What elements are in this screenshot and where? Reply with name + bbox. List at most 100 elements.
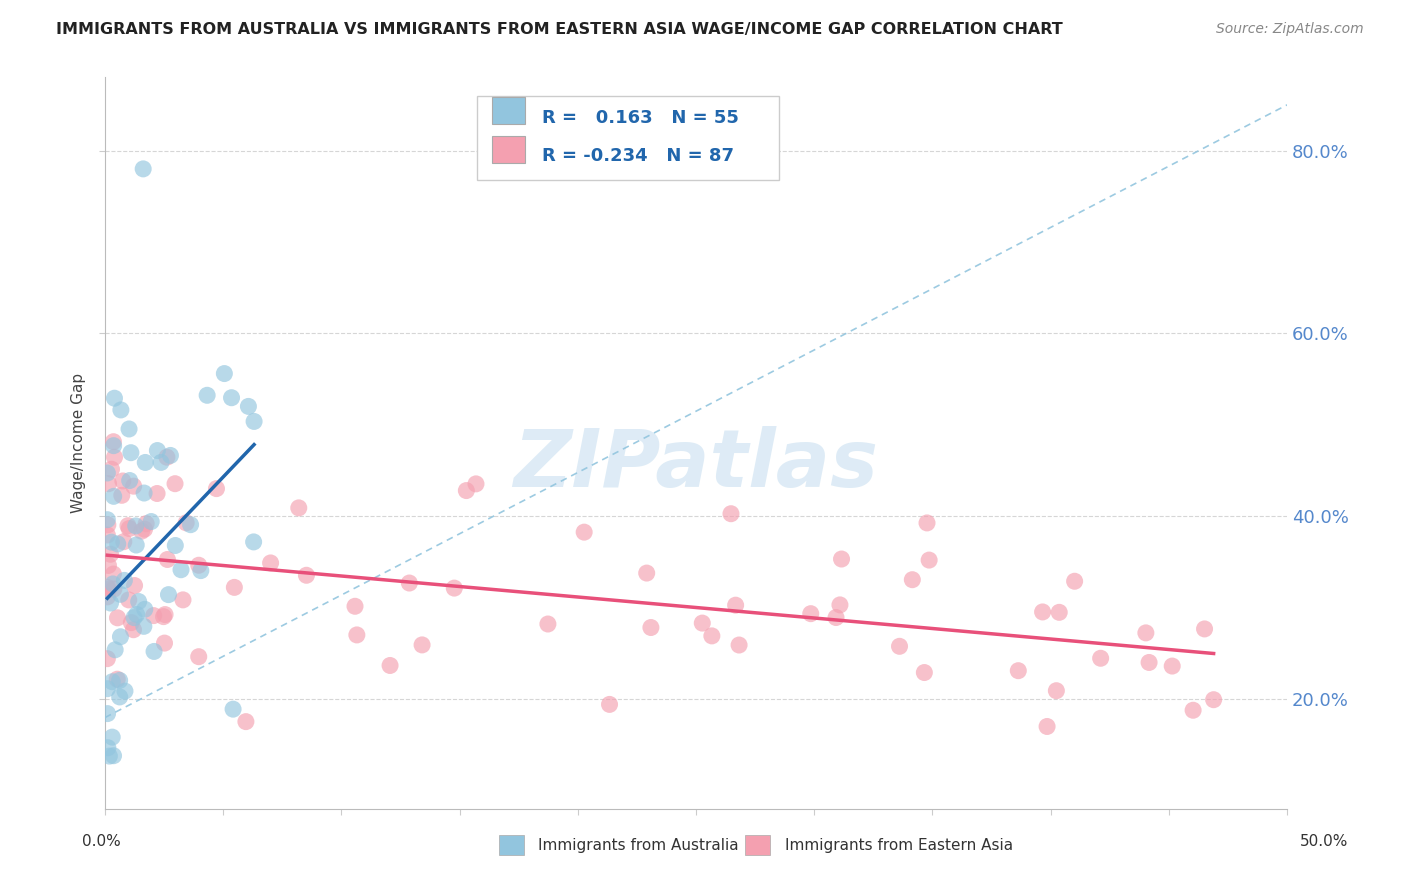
Point — [222, 702, 245, 716]
Point — [97, 476, 120, 491]
Point — [125, 519, 148, 533]
Point — [103, 434, 125, 449]
Point — [118, 593, 141, 607]
Point — [112, 574, 135, 588]
Point — [108, 673, 131, 688]
Point — [636, 566, 658, 580]
Point — [128, 594, 150, 608]
FancyBboxPatch shape — [499, 835, 524, 855]
Point — [1032, 605, 1054, 619]
Point — [174, 516, 197, 530]
Point — [101, 730, 124, 744]
Text: Source: ZipAtlas.com: Source: ZipAtlas.com — [1216, 22, 1364, 37]
Point — [146, 443, 169, 458]
Point — [111, 488, 134, 502]
Point — [1194, 622, 1216, 636]
Point — [134, 455, 156, 469]
Point — [96, 651, 118, 665]
Y-axis label: Wage/Income Gap: Wage/Income Gap — [72, 373, 86, 513]
Point — [100, 535, 122, 549]
Text: IMMIGRANTS FROM AUSTRALIA VS IMMIGRANTS FROM EASTERN ASIA WAGE/INCOME GAP CORREL: IMMIGRANTS FROM AUSTRALIA VS IMMIGRANTS … — [56, 22, 1063, 37]
Point — [1090, 651, 1112, 665]
Point — [107, 611, 129, 625]
Point — [132, 486, 155, 500]
Point — [143, 644, 166, 658]
Text: R =   0.163   N = 55: R = 0.163 N = 55 — [543, 109, 740, 127]
Point — [599, 698, 621, 712]
Point — [465, 476, 488, 491]
Point — [235, 714, 257, 729]
Point — [398, 576, 420, 591]
Point — [146, 486, 169, 500]
Point — [135, 516, 157, 531]
Point — [105, 672, 128, 686]
Point — [224, 581, 246, 595]
Point — [150, 455, 173, 469]
Point — [159, 449, 181, 463]
Bar — [492, 136, 524, 163]
Point — [103, 439, 125, 453]
Point — [153, 636, 176, 650]
Point — [131, 524, 153, 538]
Text: R = -0.234   N = 87: R = -0.234 N = 87 — [543, 146, 734, 165]
Point — [125, 607, 148, 622]
Point — [915, 516, 938, 530]
Point — [103, 567, 125, 582]
Point — [1007, 664, 1029, 678]
Point — [112, 534, 135, 549]
Point — [456, 483, 478, 498]
Point — [1063, 574, 1085, 589]
Point — [1182, 703, 1205, 717]
Point — [187, 558, 209, 573]
Point — [118, 474, 141, 488]
Text: 0.0%: 0.0% — [82, 834, 121, 848]
Point — [108, 690, 131, 704]
Point — [537, 617, 560, 632]
Point — [132, 811, 155, 825]
Point — [120, 615, 142, 630]
Point — [125, 538, 148, 552]
Point — [132, 619, 155, 633]
Point — [132, 161, 155, 176]
Point — [690, 616, 713, 631]
Point — [172, 593, 194, 607]
Point — [122, 623, 145, 637]
Bar — [478, 95, 779, 180]
Point — [110, 587, 132, 601]
Point — [97, 517, 120, 532]
Point — [170, 563, 193, 577]
Point — [1135, 626, 1157, 640]
Point — [912, 665, 935, 680]
Point — [120, 446, 142, 460]
Point — [118, 422, 141, 436]
Point — [1045, 683, 1067, 698]
Point — [103, 391, 125, 405]
Point — [97, 582, 120, 597]
Point — [287, 500, 309, 515]
Point — [110, 403, 132, 417]
Point — [104, 642, 127, 657]
Point — [918, 553, 941, 567]
FancyBboxPatch shape — [745, 835, 770, 855]
Point — [122, 610, 145, 624]
Text: Immigrants from Australia: Immigrants from Australia — [538, 838, 740, 853]
Point — [411, 638, 433, 652]
Point — [901, 573, 924, 587]
Point — [214, 367, 236, 381]
Point — [831, 552, 853, 566]
Point — [378, 658, 401, 673]
Point — [205, 482, 228, 496]
Point — [640, 620, 662, 634]
Point — [295, 568, 318, 582]
Point — [96, 681, 118, 696]
Point — [110, 630, 132, 644]
Point — [114, 684, 136, 698]
Point — [156, 552, 179, 566]
Point — [190, 564, 212, 578]
Point — [107, 537, 129, 551]
Point — [142, 608, 165, 623]
Point — [889, 640, 911, 654]
Point — [828, 598, 851, 612]
Point — [103, 748, 125, 763]
Point — [101, 674, 124, 689]
